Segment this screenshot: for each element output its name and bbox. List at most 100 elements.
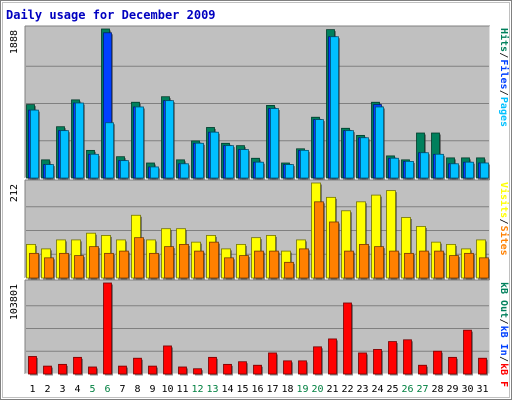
bar-sites [464,252,474,279]
bar-kb-f [328,338,337,375]
bar-pages [465,161,474,179]
x-tick-label: 29 [446,384,458,395]
bar-pages [90,153,99,179]
bar-kb-f [283,360,292,375]
bar-kb-f [178,366,187,375]
x-tick-label: 19 [296,384,308,395]
legend-item: Hits [498,28,510,52]
bar-kb-f [418,364,427,375]
bar-sites [209,241,219,279]
bar-pages [375,106,384,179]
panel-hits-files-pages: 1888 Hits/Files/Pages [9,25,510,180]
bar-pages [225,145,234,179]
bar-sites [389,250,399,279]
bar-sites [164,246,174,279]
bar-sites [29,252,39,279]
bar-kb-f [223,363,232,375]
bar-pages [405,161,414,179]
x-tick-label: 2 [44,384,50,395]
bar-sites [239,255,249,279]
bar-pages [150,166,159,179]
x-tick-label: 8 [134,384,140,395]
x-tick-label: 20 [311,384,323,395]
bar-kb-f [58,363,67,375]
x-tick-label: 17 [266,384,278,395]
legend-separator: / [498,219,509,225]
y-max-label: 1888 [9,30,20,54]
y-max-label: 103801 [9,284,20,320]
bar-pages [105,122,114,179]
bar-sites [374,246,384,279]
bar-kb-f [433,350,442,375]
bar-sites [179,243,189,279]
panel-legend: kB Out/kB In/kB F [498,282,509,387]
bar-sites [134,237,144,279]
x-tick-label: 21 [326,384,338,395]
bar-kb-f [253,364,262,375]
bar-pages [180,163,189,179]
panel-visits-sites: 212 Visits/Sites [9,179,510,280]
x-tick-label: 15 [236,384,248,395]
x-tick-label: 31 [476,384,488,395]
chart-title: Daily usage for December 2009 [6,8,216,22]
bar-pages [45,164,54,179]
bar-sites [149,252,159,279]
bar-kb-f [268,352,277,375]
bar-kb-f [358,352,367,375]
bar-kb-f [73,356,82,375]
legend-item: kB In [498,326,509,356]
bar-pages [450,163,459,179]
bar-kb-f [148,365,157,375]
x-tick-label: 23 [356,384,368,395]
bar-sites [479,257,489,279]
x-tick-label: 26 [401,384,413,395]
x-tick-label: 24 [371,384,383,395]
bar-pages [315,119,324,179]
panel-kbytes: 103801 kB Out/kB In/kB F [9,279,509,387]
bar-pages [210,131,219,179]
x-tick-label: 10 [161,384,173,395]
x-axis-labels: 1 2 3 4 5 6 7 8 9 10 11 12 13 14 15 16 17 18 19 20 21 22 23 24 2… [29,384,488,395]
bar-pages [285,164,294,179]
x-tick-label: 18 [281,384,293,395]
x-tick-label: 14 [221,384,233,395]
bar-pages [195,142,204,179]
bar-kb-f [403,339,412,375]
x-tick-label: 11 [176,384,188,395]
bar-sites [194,250,204,279]
bar-kb-f [343,302,352,375]
legend-item: Pages [498,97,509,127]
bar-kb-f [163,345,172,375]
bar-pages [480,162,489,179]
bar-pages [270,108,279,179]
bar-sites [314,201,324,279]
legend-separator: / [498,90,509,96]
bar-sites [434,250,444,279]
bar-kb-f [448,356,457,375]
bar-kb-f [88,366,97,375]
x-tick-label: 5 [89,384,95,395]
panel-background [25,280,490,374]
bar-sites [59,252,69,279]
x-tick-label: 25 [386,384,398,395]
x-tick-label: 27 [416,384,428,395]
bar-pages [75,102,84,179]
bar-pages [435,153,444,179]
bar-sites [119,250,129,279]
x-tick-label: 30 [461,384,473,395]
bar-kb-f [103,282,112,375]
legend-item: kB F [498,363,509,387]
bar-kb-f [313,346,322,375]
x-tick-label: 7 [119,384,125,395]
panel-legend: Visits/Sites [498,182,510,256]
legend-item: Visits [498,182,510,218]
bar-kb-f [133,357,142,375]
bar-sites [104,252,114,279]
bar-sites [254,250,264,279]
bar-sites [449,255,459,279]
panel-legend: Hits/Files/Pages [498,28,510,127]
bar-sites [344,250,354,279]
y-max-label: 212 [9,184,20,202]
